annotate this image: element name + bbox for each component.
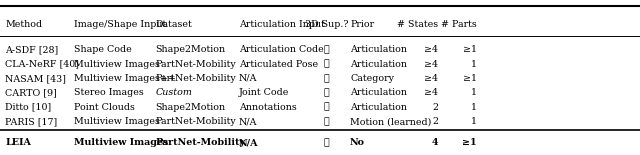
Text: ✓: ✓ (324, 138, 329, 147)
Text: Multiview Images++: Multiview Images++ (74, 74, 175, 83)
Text: N/A: N/A (239, 74, 257, 83)
Text: Articulated Pose: Articulated Pose (239, 60, 318, 69)
Text: No: No (350, 138, 365, 147)
Text: ✓: ✓ (324, 88, 329, 97)
Text: 1: 1 (471, 103, 477, 112)
Text: Articulation: Articulation (350, 88, 407, 97)
Text: Articulation: Articulation (350, 45, 407, 54)
Text: 2: 2 (433, 103, 438, 112)
Text: Image/Shape Input: Image/Shape Input (74, 20, 166, 29)
Text: 2: 2 (433, 117, 438, 126)
Text: PartNet-Mobility: PartNet-Mobility (156, 117, 236, 126)
Text: Stereo Images: Stereo Images (74, 88, 143, 97)
Text: ≥4: ≥4 (424, 74, 438, 83)
Text: Articulation: Articulation (350, 60, 407, 69)
Text: N/A: N/A (239, 117, 257, 126)
Text: ≥1: ≥1 (462, 138, 477, 147)
Text: 1: 1 (471, 60, 477, 69)
Text: ≥1: ≥1 (463, 74, 477, 83)
Text: N/A: N/A (239, 138, 258, 147)
Text: # Parts: # Parts (441, 20, 477, 29)
Text: # States: # States (397, 20, 438, 29)
Text: Articulation Input: Articulation Input (239, 20, 324, 29)
Text: Articulation: Articulation (350, 103, 407, 112)
Text: ✓: ✓ (324, 45, 329, 54)
Text: Joint Code: Joint Code (239, 88, 289, 97)
Text: 1: 1 (471, 88, 477, 97)
Text: ≥4: ≥4 (424, 45, 438, 54)
Text: ≥4: ≥4 (424, 60, 438, 69)
Text: CLA-NeRF [40]: CLA-NeRF [40] (5, 60, 79, 69)
Text: Annotations: Annotations (239, 103, 296, 112)
Text: ✗: ✗ (324, 117, 329, 126)
Text: PARIS [17]: PARIS [17] (5, 117, 58, 126)
Text: ≥1: ≥1 (463, 45, 477, 54)
Text: PartNet-Mobility: PartNet-Mobility (156, 138, 246, 147)
Text: ✓: ✓ (324, 103, 329, 112)
Text: ✗: ✗ (324, 74, 329, 83)
Text: PartNet-Mobility: PartNet-Mobility (156, 74, 236, 83)
Text: Prior: Prior (350, 20, 374, 29)
Text: Category: Category (350, 74, 394, 83)
Text: ✗: ✗ (324, 60, 329, 69)
Text: CARTO [9]: CARTO [9] (5, 88, 57, 97)
Text: Ditto [10]: Ditto [10] (5, 103, 51, 112)
Text: Multiview Images: Multiview Images (74, 60, 159, 69)
Text: Point Clouds: Point Clouds (74, 103, 134, 112)
Text: Dataset: Dataset (156, 20, 192, 29)
Text: A-SDF [28]: A-SDF [28] (5, 45, 58, 54)
Text: Articulation Code: Articulation Code (239, 45, 323, 54)
Text: Shape2Motion: Shape2Motion (156, 45, 226, 54)
Text: Motion (learned): Motion (learned) (350, 117, 431, 126)
Text: NASAM [43]: NASAM [43] (5, 74, 66, 83)
Text: PartNet-Mobility: PartNet-Mobility (156, 60, 236, 69)
Text: ≥4: ≥4 (424, 88, 438, 97)
Text: Multiview Images: Multiview Images (74, 117, 159, 126)
Text: 1: 1 (471, 117, 477, 126)
Text: Shape Code: Shape Code (74, 45, 131, 54)
Text: Method: Method (5, 20, 42, 29)
Text: 4: 4 (432, 138, 438, 147)
Text: Multiview Images: Multiview Images (74, 138, 168, 147)
Text: Custom: Custom (156, 88, 193, 97)
Text: LEIA: LEIA (5, 138, 31, 147)
Text: Shape2Motion: Shape2Motion (156, 103, 226, 112)
Text: 3D Sup.?: 3D Sup.? (305, 20, 348, 29)
